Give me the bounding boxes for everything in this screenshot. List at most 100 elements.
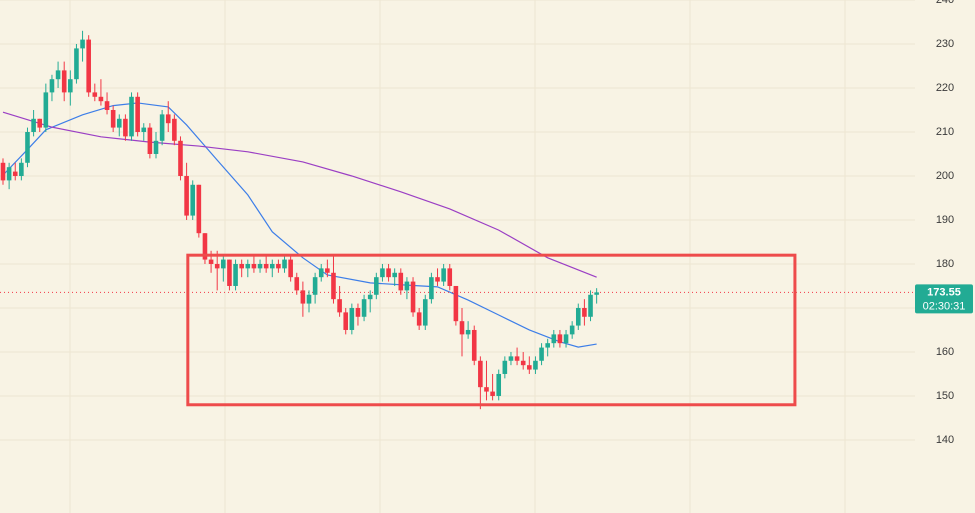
candle-body xyxy=(453,285,459,322)
candle-body xyxy=(141,127,147,132)
candle-body xyxy=(527,365,532,370)
candle-body xyxy=(239,263,244,269)
candle xyxy=(257,259,263,273)
candle-body xyxy=(153,140,159,154)
candle xyxy=(318,263,324,282)
candle xyxy=(239,259,244,278)
candle xyxy=(92,83,98,102)
candle-body xyxy=(447,268,453,286)
candle xyxy=(337,285,342,317)
candle xyxy=(98,79,104,106)
candle xyxy=(490,373,495,401)
y-tick-label: 140 xyxy=(936,434,954,446)
candle xyxy=(129,92,134,141)
candle xyxy=(404,277,410,300)
candle-body xyxy=(282,259,287,269)
candle xyxy=(135,92,140,137)
candle-body xyxy=(202,233,208,260)
candle xyxy=(190,180,196,220)
candle xyxy=(386,263,391,282)
candle xyxy=(447,263,453,291)
candle xyxy=(453,285,459,326)
candle-body xyxy=(422,299,428,326)
candle xyxy=(343,307,349,335)
candle xyxy=(484,360,489,401)
candle-body xyxy=(25,131,30,163)
y-tick-label: 230 xyxy=(936,38,954,50)
candle xyxy=(478,356,483,410)
candle-body xyxy=(514,356,520,361)
y-tick-label: 210 xyxy=(936,126,954,138)
candle xyxy=(441,263,446,286)
candle-body xyxy=(337,299,342,313)
candle-body xyxy=(386,268,391,278)
candle xyxy=(594,288,599,304)
candle-body xyxy=(325,268,330,273)
candle xyxy=(153,131,159,159)
candle xyxy=(282,255,287,273)
candle xyxy=(0,158,6,185)
candle xyxy=(502,356,508,379)
candle-body xyxy=(6,167,12,181)
candle xyxy=(74,43,79,84)
candle xyxy=(19,158,24,181)
candle-body xyxy=(288,259,293,278)
candle-body xyxy=(496,373,502,396)
candle-body xyxy=(355,307,361,317)
candle-body xyxy=(374,277,379,295)
candle xyxy=(331,255,336,304)
candle-body xyxy=(251,263,257,269)
candle-body xyxy=(410,281,416,313)
candle xyxy=(563,329,569,348)
y-tick-label: 240 xyxy=(936,0,954,6)
candle xyxy=(569,321,575,339)
candle-body xyxy=(588,294,593,317)
candle-body xyxy=(478,360,483,388)
y-tick-label: 150 xyxy=(936,390,954,402)
candle-body xyxy=(349,307,355,330)
candle-body xyxy=(404,281,410,291)
candle xyxy=(367,290,373,313)
candle xyxy=(123,114,128,141)
candle-body xyxy=(31,118,36,132)
candle-body xyxy=(80,39,85,49)
candle-body xyxy=(233,263,238,286)
candle-body xyxy=(484,387,489,392)
candle xyxy=(551,329,557,348)
candle xyxy=(392,268,397,286)
candle xyxy=(545,338,550,357)
candle xyxy=(288,255,293,282)
candle-body xyxy=(86,39,91,93)
y-tick-label: 220 xyxy=(936,82,954,94)
candle-body xyxy=(312,277,318,295)
candle xyxy=(269,259,275,278)
candle xyxy=(147,123,153,159)
candle-body xyxy=(214,263,220,269)
candle-body xyxy=(55,70,61,80)
candle xyxy=(471,325,477,366)
candle-body xyxy=(380,268,385,278)
candle-body xyxy=(147,127,153,154)
price-label-box xyxy=(915,284,973,314)
candle xyxy=(533,356,538,374)
candle-body xyxy=(12,171,18,176)
candle xyxy=(374,272,379,300)
candle xyxy=(263,255,269,273)
candle-body xyxy=(520,360,526,366)
candle xyxy=(508,351,514,366)
candle-body xyxy=(178,140,183,176)
candle-body xyxy=(245,263,251,269)
candle-body xyxy=(575,307,581,326)
candle-body xyxy=(343,312,349,330)
candle xyxy=(110,105,116,132)
candle xyxy=(214,250,220,291)
candle-body xyxy=(74,48,79,80)
price-label: 173.55 xyxy=(927,286,961,298)
candle-body xyxy=(306,294,312,304)
candle xyxy=(233,259,238,291)
candle xyxy=(68,70,73,106)
candle xyxy=(416,307,422,330)
candle xyxy=(159,109,165,146)
